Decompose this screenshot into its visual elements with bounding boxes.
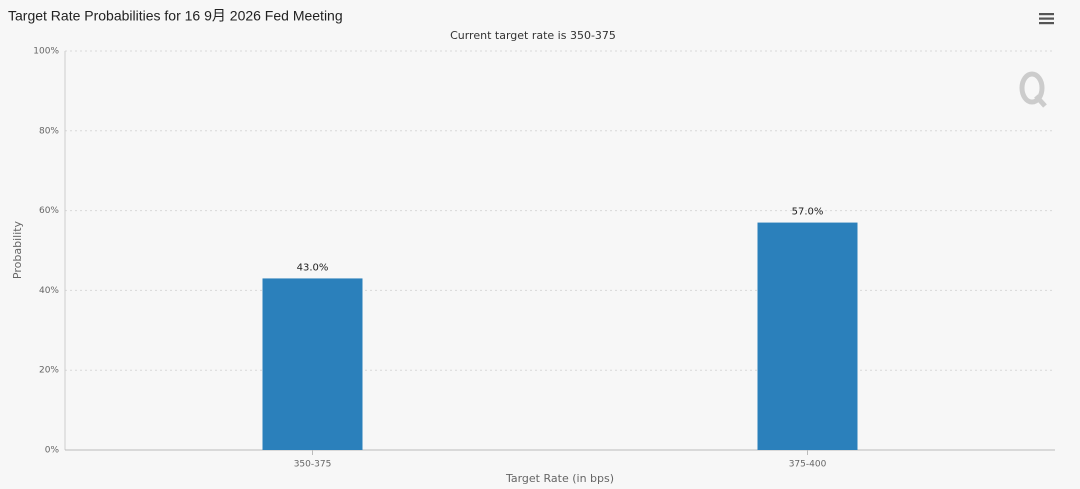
data-label: 57.0% <box>792 207 824 218</box>
logo-tail <box>1034 94 1047 108</box>
y-tick-label: 100% <box>33 47 59 57</box>
data-label: 43.0% <box>297 262 329 273</box>
y-tick-label: 60% <box>39 206 59 216</box>
bar <box>757 222 858 450</box>
menu-button[interactable] <box>1039 13 1054 25</box>
y-tick-label: 80% <box>39 126 59 136</box>
y-axis-title: Probability <box>11 220 24 279</box>
menu-bar <box>1039 22 1054 25</box>
y-tick-label: 40% <box>39 286 59 296</box>
menu-bar <box>1039 17 1054 20</box>
chart-title: Target Rate Probabilities for 16 9月 2026… <box>8 8 343 24</box>
x-tick-label: 350-375 <box>294 460 332 470</box>
y-tick-label: 20% <box>39 366 59 376</box>
chart-subtitle: Current target rate is 350-375 <box>450 29 616 42</box>
x-tick-label: 375-400 <box>789 460 827 470</box>
watermark-logo <box>1019 71 1047 108</box>
x-axis-title: Target Rate (in bps) <box>505 472 614 485</box>
logo-ring <box>1019 71 1045 105</box>
y-tick-label: 0% <box>45 446 60 456</box>
bar <box>262 278 363 450</box>
menu-bar <box>1039 13 1054 16</box>
